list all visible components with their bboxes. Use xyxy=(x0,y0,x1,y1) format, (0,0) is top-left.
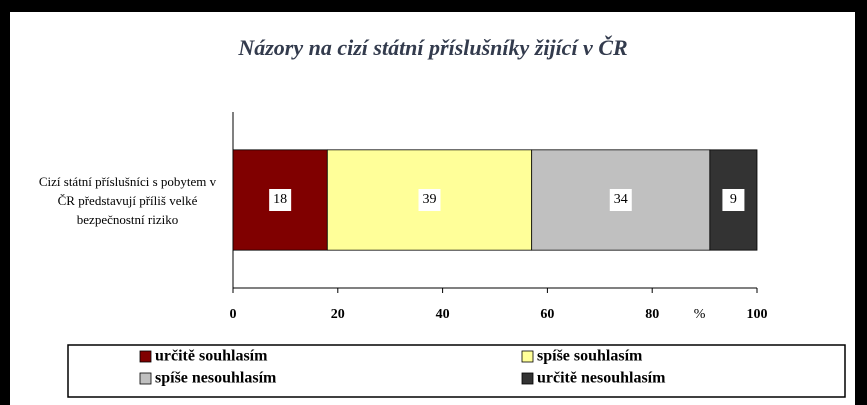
category-label-box: Cizí státní příslušníci s pobytem v ČR p… xyxy=(38,173,217,227)
legend-label: určitě nesouhlasím xyxy=(537,370,666,387)
data-label: 9 xyxy=(730,192,737,207)
data-label-bg xyxy=(609,189,632,211)
data-label-bg xyxy=(722,189,745,211)
legend-label: spíše souhlasím xyxy=(537,348,643,365)
chart-title: Názory na cizí státní příslušníky žijící… xyxy=(237,35,627,60)
legend-label: určitě souhlasím xyxy=(155,348,268,365)
x-tick-label: 80 xyxy=(645,307,659,322)
legend-label: spíše nesouhlasím xyxy=(155,370,277,387)
legend-swatch xyxy=(521,372,534,385)
legend-box xyxy=(67,344,846,398)
data-label-bg xyxy=(418,189,441,211)
x-tick-label: 40 xyxy=(436,307,450,322)
y-tick-label: Cizí státní příslušníci s pobytem v ČR p… xyxy=(38,173,217,227)
legend-swatch xyxy=(139,372,152,385)
x-tick-label: 20 xyxy=(331,307,345,322)
x-tick-label: 60 xyxy=(540,307,554,322)
x-tick-label: 0 xyxy=(230,307,237,322)
data-label: 18 xyxy=(273,192,287,207)
x-tick-label: 100 xyxy=(747,307,768,322)
legend-swatch xyxy=(521,350,534,363)
data-label: 34 xyxy=(614,192,628,207)
data-label: 39 xyxy=(423,192,437,207)
legend-swatch xyxy=(139,350,152,363)
data-label-bg xyxy=(269,189,292,211)
x-axis-label: % xyxy=(694,307,706,322)
